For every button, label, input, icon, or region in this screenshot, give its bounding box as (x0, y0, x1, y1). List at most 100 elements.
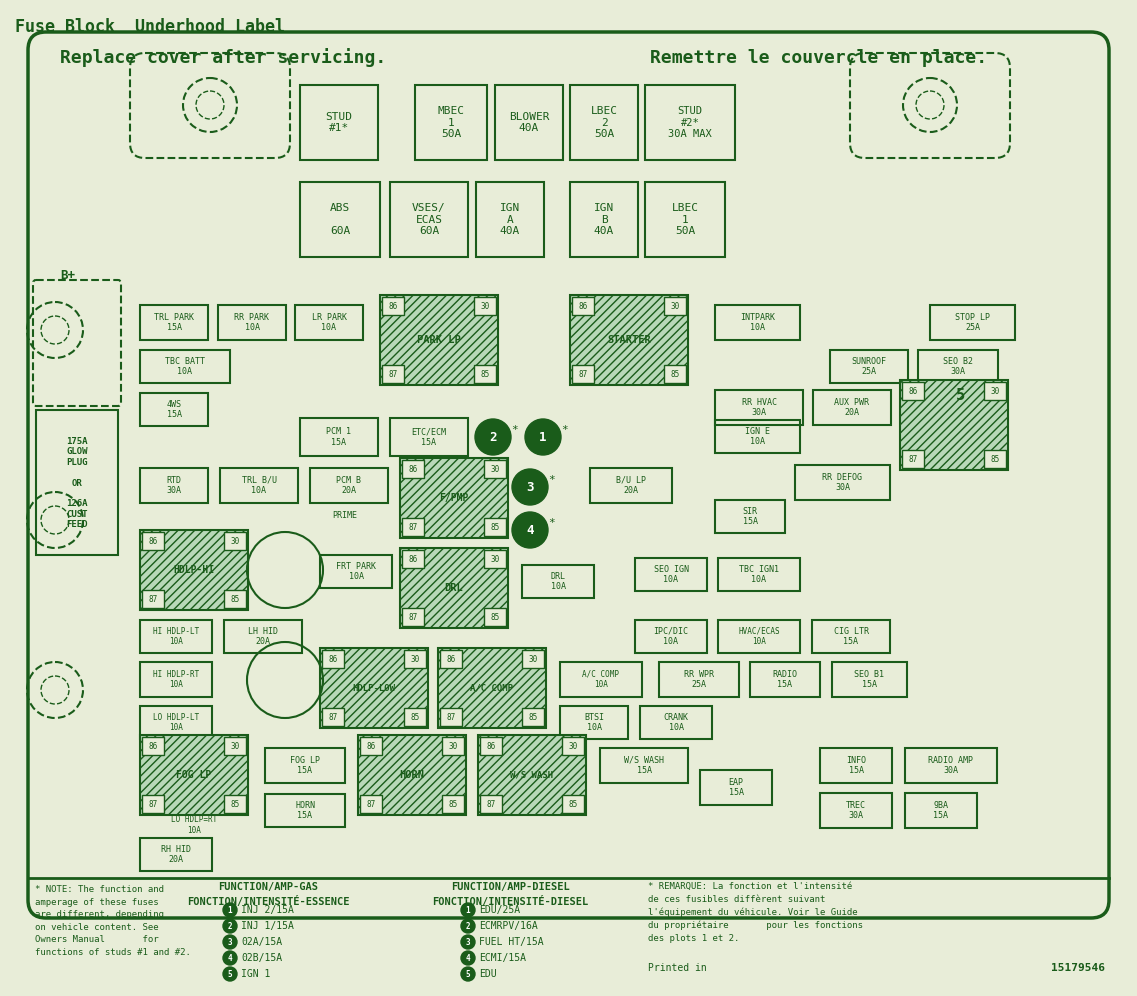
Text: 87: 87 (148, 595, 158, 604)
Text: 9BA
15A: 9BA 15A (933, 801, 948, 820)
Bar (382, 297, 404, 315)
Text: RTD
30A: RTD 30A (166, 476, 182, 495)
Text: ABS

60A: ABS 60A (330, 203, 350, 236)
Bar (522, 565, 594, 598)
Text: 4: 4 (466, 953, 471, 962)
Bar (474, 365, 496, 383)
Bar (415, 85, 487, 160)
Bar (224, 620, 302, 653)
Text: W/S WASH
15A: W/S WASH 15A (624, 756, 664, 775)
Text: STOP LP
25A: STOP LP 25A (955, 313, 990, 333)
Bar (590, 468, 672, 503)
Text: EAP
15A: EAP 15A (729, 778, 744, 797)
Circle shape (223, 935, 236, 949)
Text: 87: 87 (408, 523, 417, 532)
Text: SEO B2
30A: SEO B2 30A (943, 357, 973, 376)
Text: TRL B/U
10A: TRL B/U 10A (241, 476, 276, 495)
Bar (300, 418, 377, 456)
Bar (142, 590, 164, 608)
Bar (480, 795, 503, 813)
Text: IGN E
10A: IGN E 10A (745, 427, 770, 446)
Bar (717, 620, 800, 653)
Bar (984, 382, 1006, 400)
Bar (224, 737, 246, 755)
Bar (140, 662, 211, 697)
Text: 1: 1 (466, 905, 471, 914)
Bar (717, 558, 800, 591)
Text: 86: 86 (408, 555, 417, 564)
Bar (140, 393, 208, 426)
Text: 85: 85 (990, 454, 999, 463)
Bar (404, 708, 426, 726)
Text: A/C COMP: A/C COMP (471, 683, 514, 692)
Bar (322, 708, 345, 726)
Bar (140, 350, 230, 383)
Bar (319, 648, 428, 728)
Circle shape (223, 967, 236, 981)
Text: TREC
30A: TREC 30A (846, 801, 866, 820)
Text: 87: 87 (366, 800, 375, 809)
Bar (813, 390, 891, 425)
Bar (322, 650, 345, 668)
Text: LR PARK
10A: LR PARK 10A (312, 313, 347, 333)
Circle shape (460, 903, 475, 917)
Bar (402, 550, 424, 568)
Text: SEO B1
15A: SEO B1 15A (855, 669, 885, 689)
Text: TBC IGN1
10A: TBC IGN1 10A (739, 565, 779, 585)
Text: IPC/DIC
10A: IPC/DIC 10A (654, 626, 689, 646)
Bar (522, 708, 543, 726)
Text: 87: 87 (329, 712, 338, 721)
Text: RADIO AMP
30A: RADIO AMP 30A (929, 756, 973, 775)
Text: 86: 86 (487, 741, 496, 751)
Text: 85: 85 (480, 370, 490, 378)
Text: 5: 5 (955, 387, 964, 402)
Text: LO HDLP=RT
10A: LO HDLP=RT 10A (171, 816, 217, 835)
Bar (812, 620, 890, 653)
Text: EDU: EDU (479, 969, 497, 979)
Text: ECMI/15A: ECMI/15A (479, 953, 526, 963)
Text: 87: 87 (148, 800, 158, 809)
Bar (715, 390, 803, 425)
Text: HORN: HORN (399, 770, 424, 780)
Bar (715, 500, 785, 533)
Text: 30: 30 (480, 302, 490, 311)
Bar (659, 662, 739, 697)
Bar (382, 365, 404, 383)
Text: 87: 87 (579, 370, 588, 378)
Circle shape (512, 469, 548, 505)
Bar (360, 795, 382, 813)
Bar (400, 458, 508, 538)
Text: HDLP-HI: HDLP-HI (174, 565, 215, 575)
Text: 30: 30 (529, 654, 538, 663)
Text: AUX PWR
20A: AUX PWR 20A (835, 397, 870, 417)
Bar (484, 518, 506, 536)
Text: INFO
15A: INFO 15A (846, 756, 866, 775)
Bar (561, 706, 628, 739)
Bar (265, 794, 345, 827)
Bar (572, 365, 594, 383)
Text: 87: 87 (389, 370, 398, 378)
Bar (478, 735, 586, 815)
Bar (645, 85, 735, 160)
Bar (360, 737, 382, 755)
Text: 87: 87 (908, 454, 918, 463)
Text: HORN
15A: HORN 15A (294, 801, 315, 820)
Bar (440, 708, 462, 726)
Text: CRANK
10A: CRANK 10A (664, 713, 689, 732)
Text: 30: 30 (231, 537, 240, 546)
Bar (640, 706, 712, 739)
Text: LBEC
2
50A: LBEC 2 50A (590, 106, 617, 139)
Text: 2: 2 (227, 921, 232, 930)
Text: BLOWER
40A: BLOWER 40A (508, 112, 549, 133)
Text: 85: 85 (231, 595, 240, 604)
Text: 30: 30 (410, 654, 420, 663)
Text: BTSI
10A: BTSI 10A (584, 713, 604, 732)
Bar (634, 620, 707, 653)
Text: *: * (512, 425, 518, 435)
Bar (218, 305, 287, 340)
Bar (930, 305, 1015, 340)
Text: A/C COMP
10A: A/C COMP 10A (582, 669, 620, 689)
Bar (142, 737, 164, 755)
Circle shape (223, 951, 236, 965)
Bar (224, 590, 246, 608)
